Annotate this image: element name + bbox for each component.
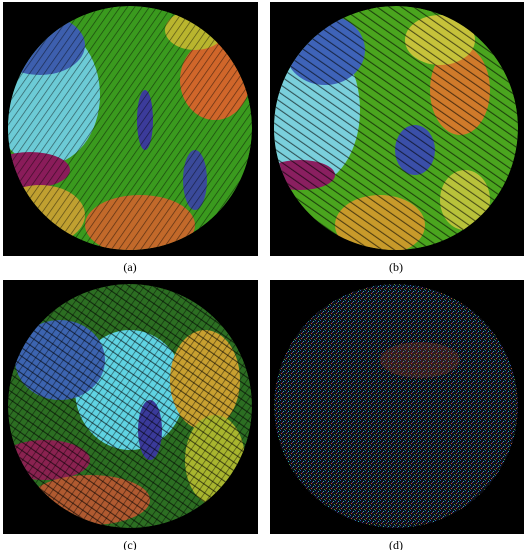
panel-label: (a) xyxy=(123,260,136,274)
micrograph xyxy=(274,284,518,528)
panel-label: (b) xyxy=(389,260,403,274)
panel-label: (c) xyxy=(123,538,136,550)
panel-b xyxy=(270,2,524,256)
panel-label: (d) xyxy=(389,538,403,550)
micrograph xyxy=(8,284,252,528)
micrograph xyxy=(274,6,518,250)
panel-a xyxy=(3,2,258,256)
panel-d xyxy=(270,280,524,534)
panel-c xyxy=(3,280,258,534)
